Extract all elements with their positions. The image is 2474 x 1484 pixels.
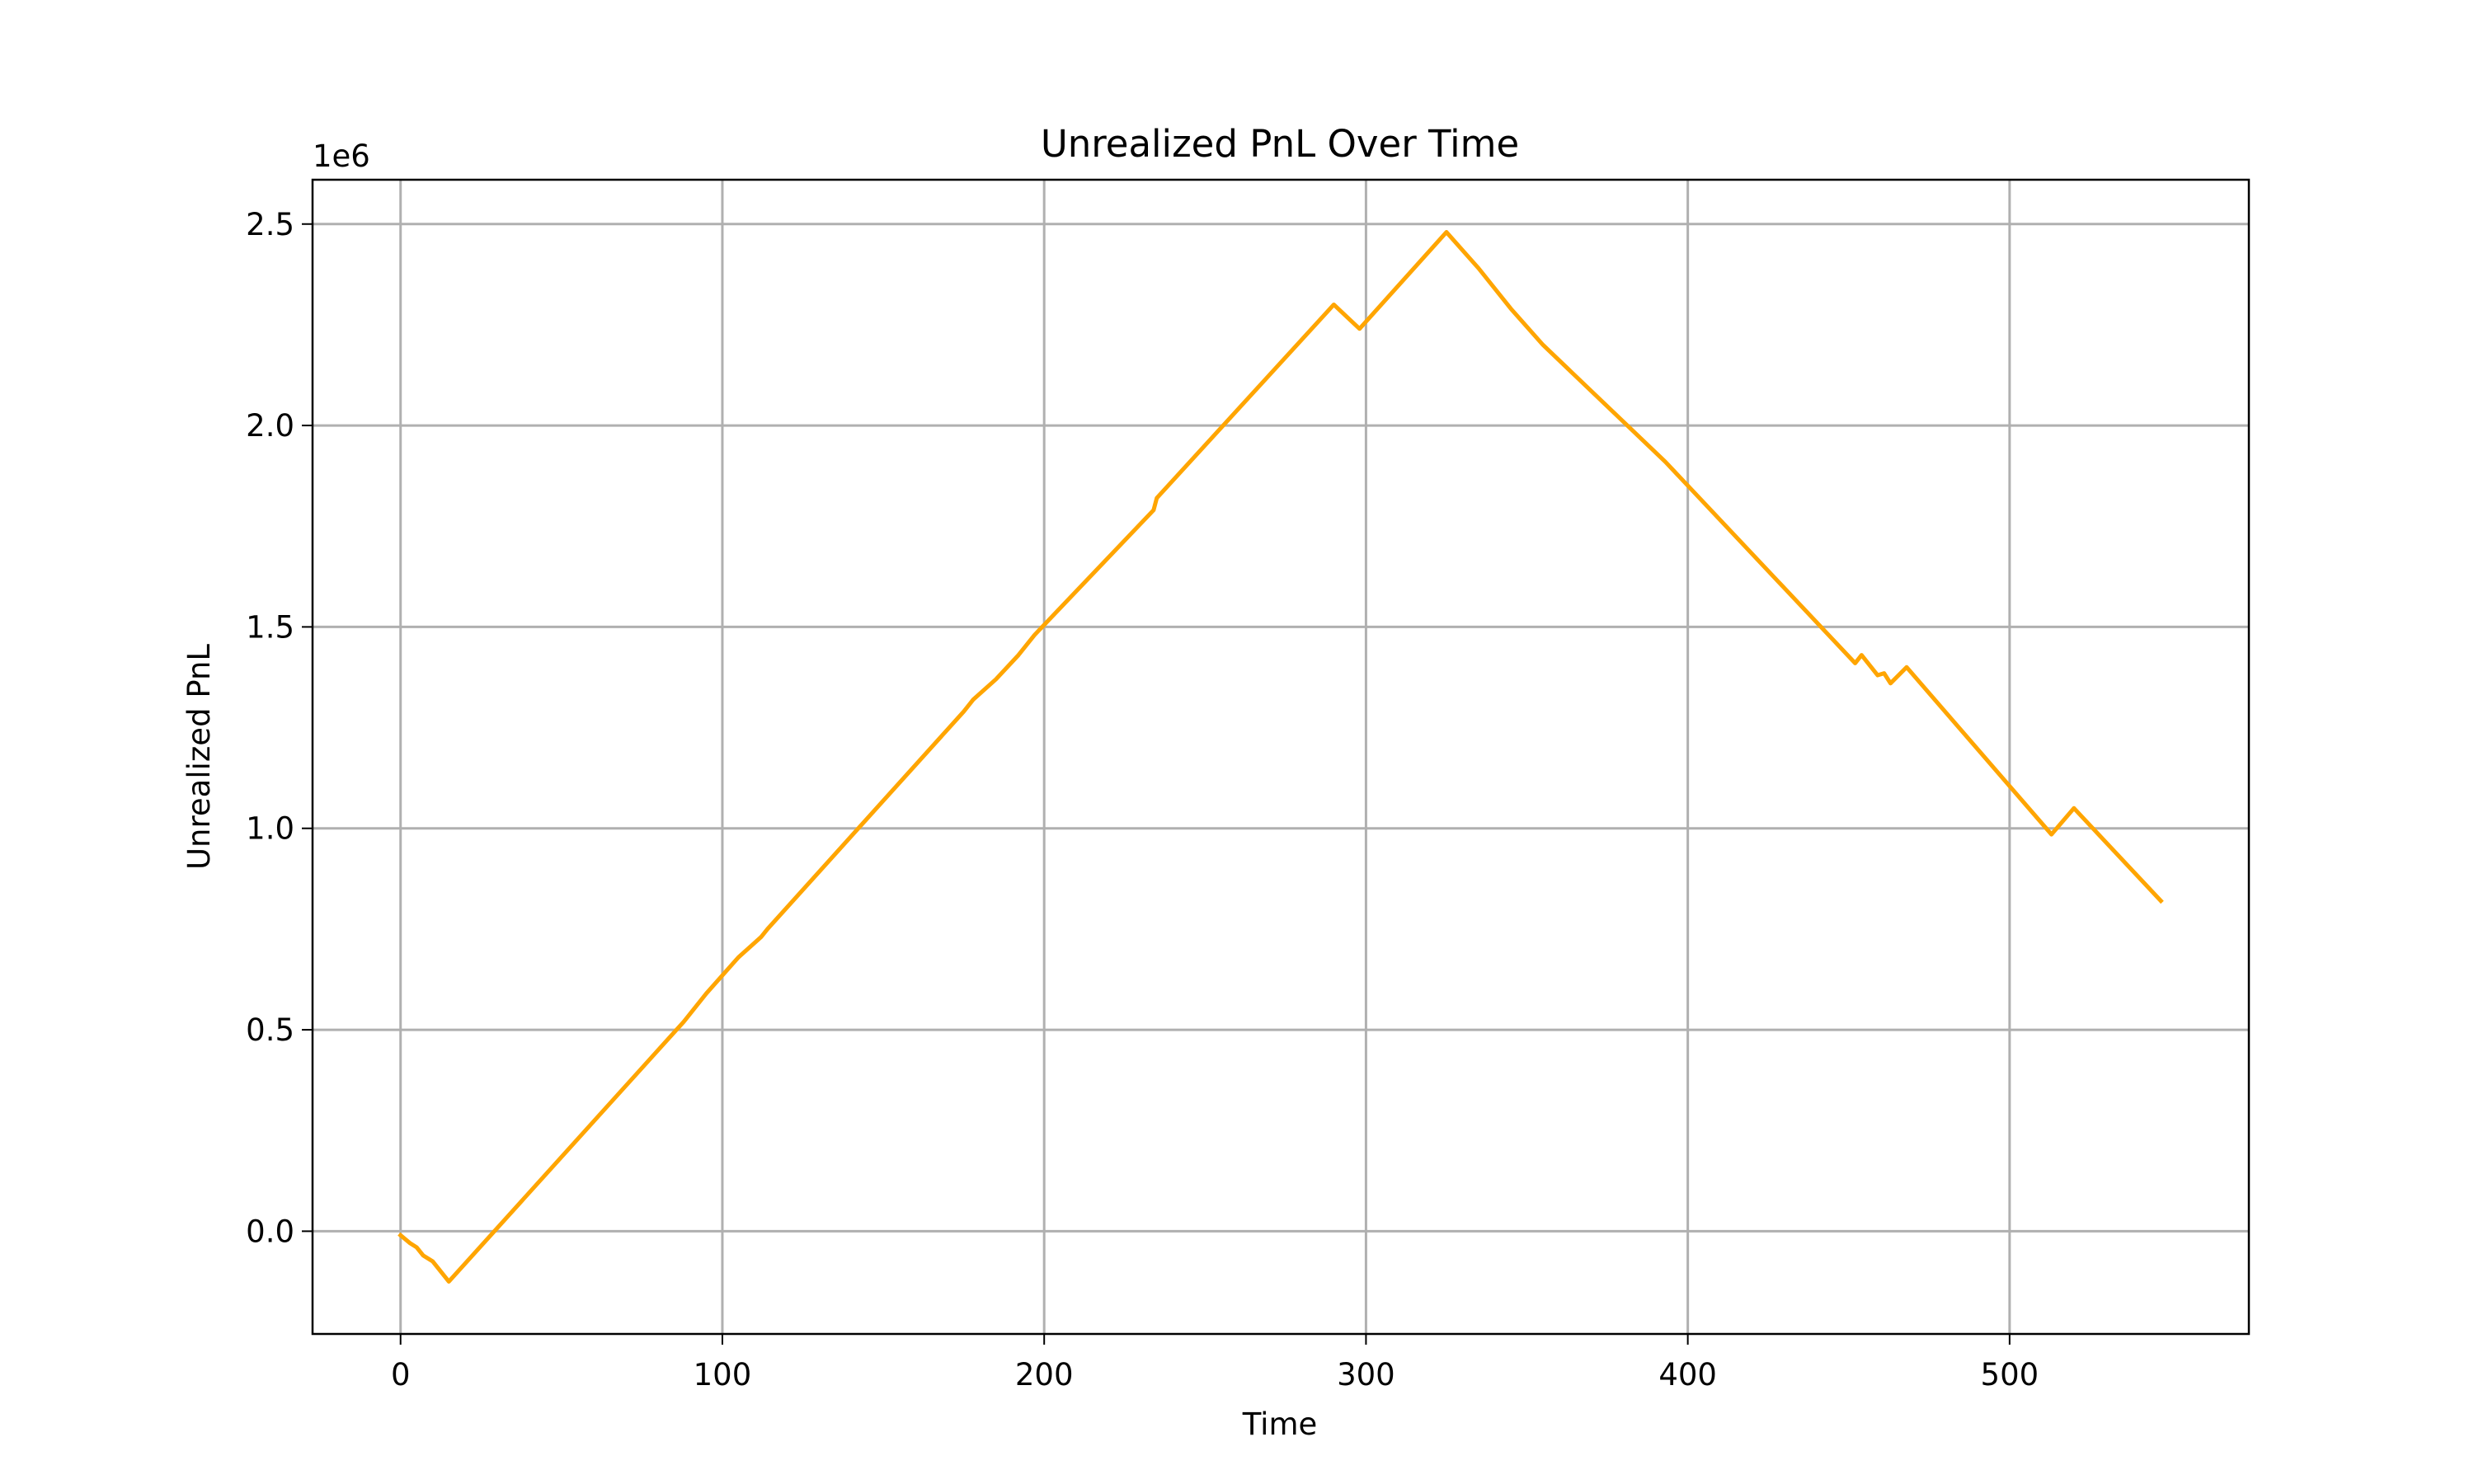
x-tick-label: 300 bbox=[1337, 1357, 1395, 1392]
plot-frame bbox=[311, 178, 2251, 1336]
y-tick-label: 0.5 bbox=[246, 1012, 294, 1048]
y-tick-label: 2.5 bbox=[246, 207, 294, 242]
chart-title: Unrealized PnL Over Time bbox=[1041, 122, 1519, 166]
line bbox=[397, 230, 2164, 1284]
y-tick-label: 2.0 bbox=[246, 408, 294, 444]
x-tick-label: 100 bbox=[694, 1357, 752, 1392]
x-tick-label: 0 bbox=[391, 1357, 411, 1392]
x-tick-label: 200 bbox=[1015, 1357, 1074, 1392]
y-axis-label: Unrealized PnL bbox=[181, 644, 217, 870]
x-tick-label: 500 bbox=[1981, 1357, 2039, 1392]
x-axis-label: Time bbox=[1242, 1407, 1318, 1442]
x-tick-label: 400 bbox=[1658, 1357, 1717, 1392]
y-tick-label: 1.5 bbox=[246, 609, 294, 645]
y-offset-text: 1e6 bbox=[313, 139, 370, 174]
y-tick-label: 1.0 bbox=[246, 811, 294, 847]
y-tick-label: 0.0 bbox=[246, 1214, 294, 1249]
